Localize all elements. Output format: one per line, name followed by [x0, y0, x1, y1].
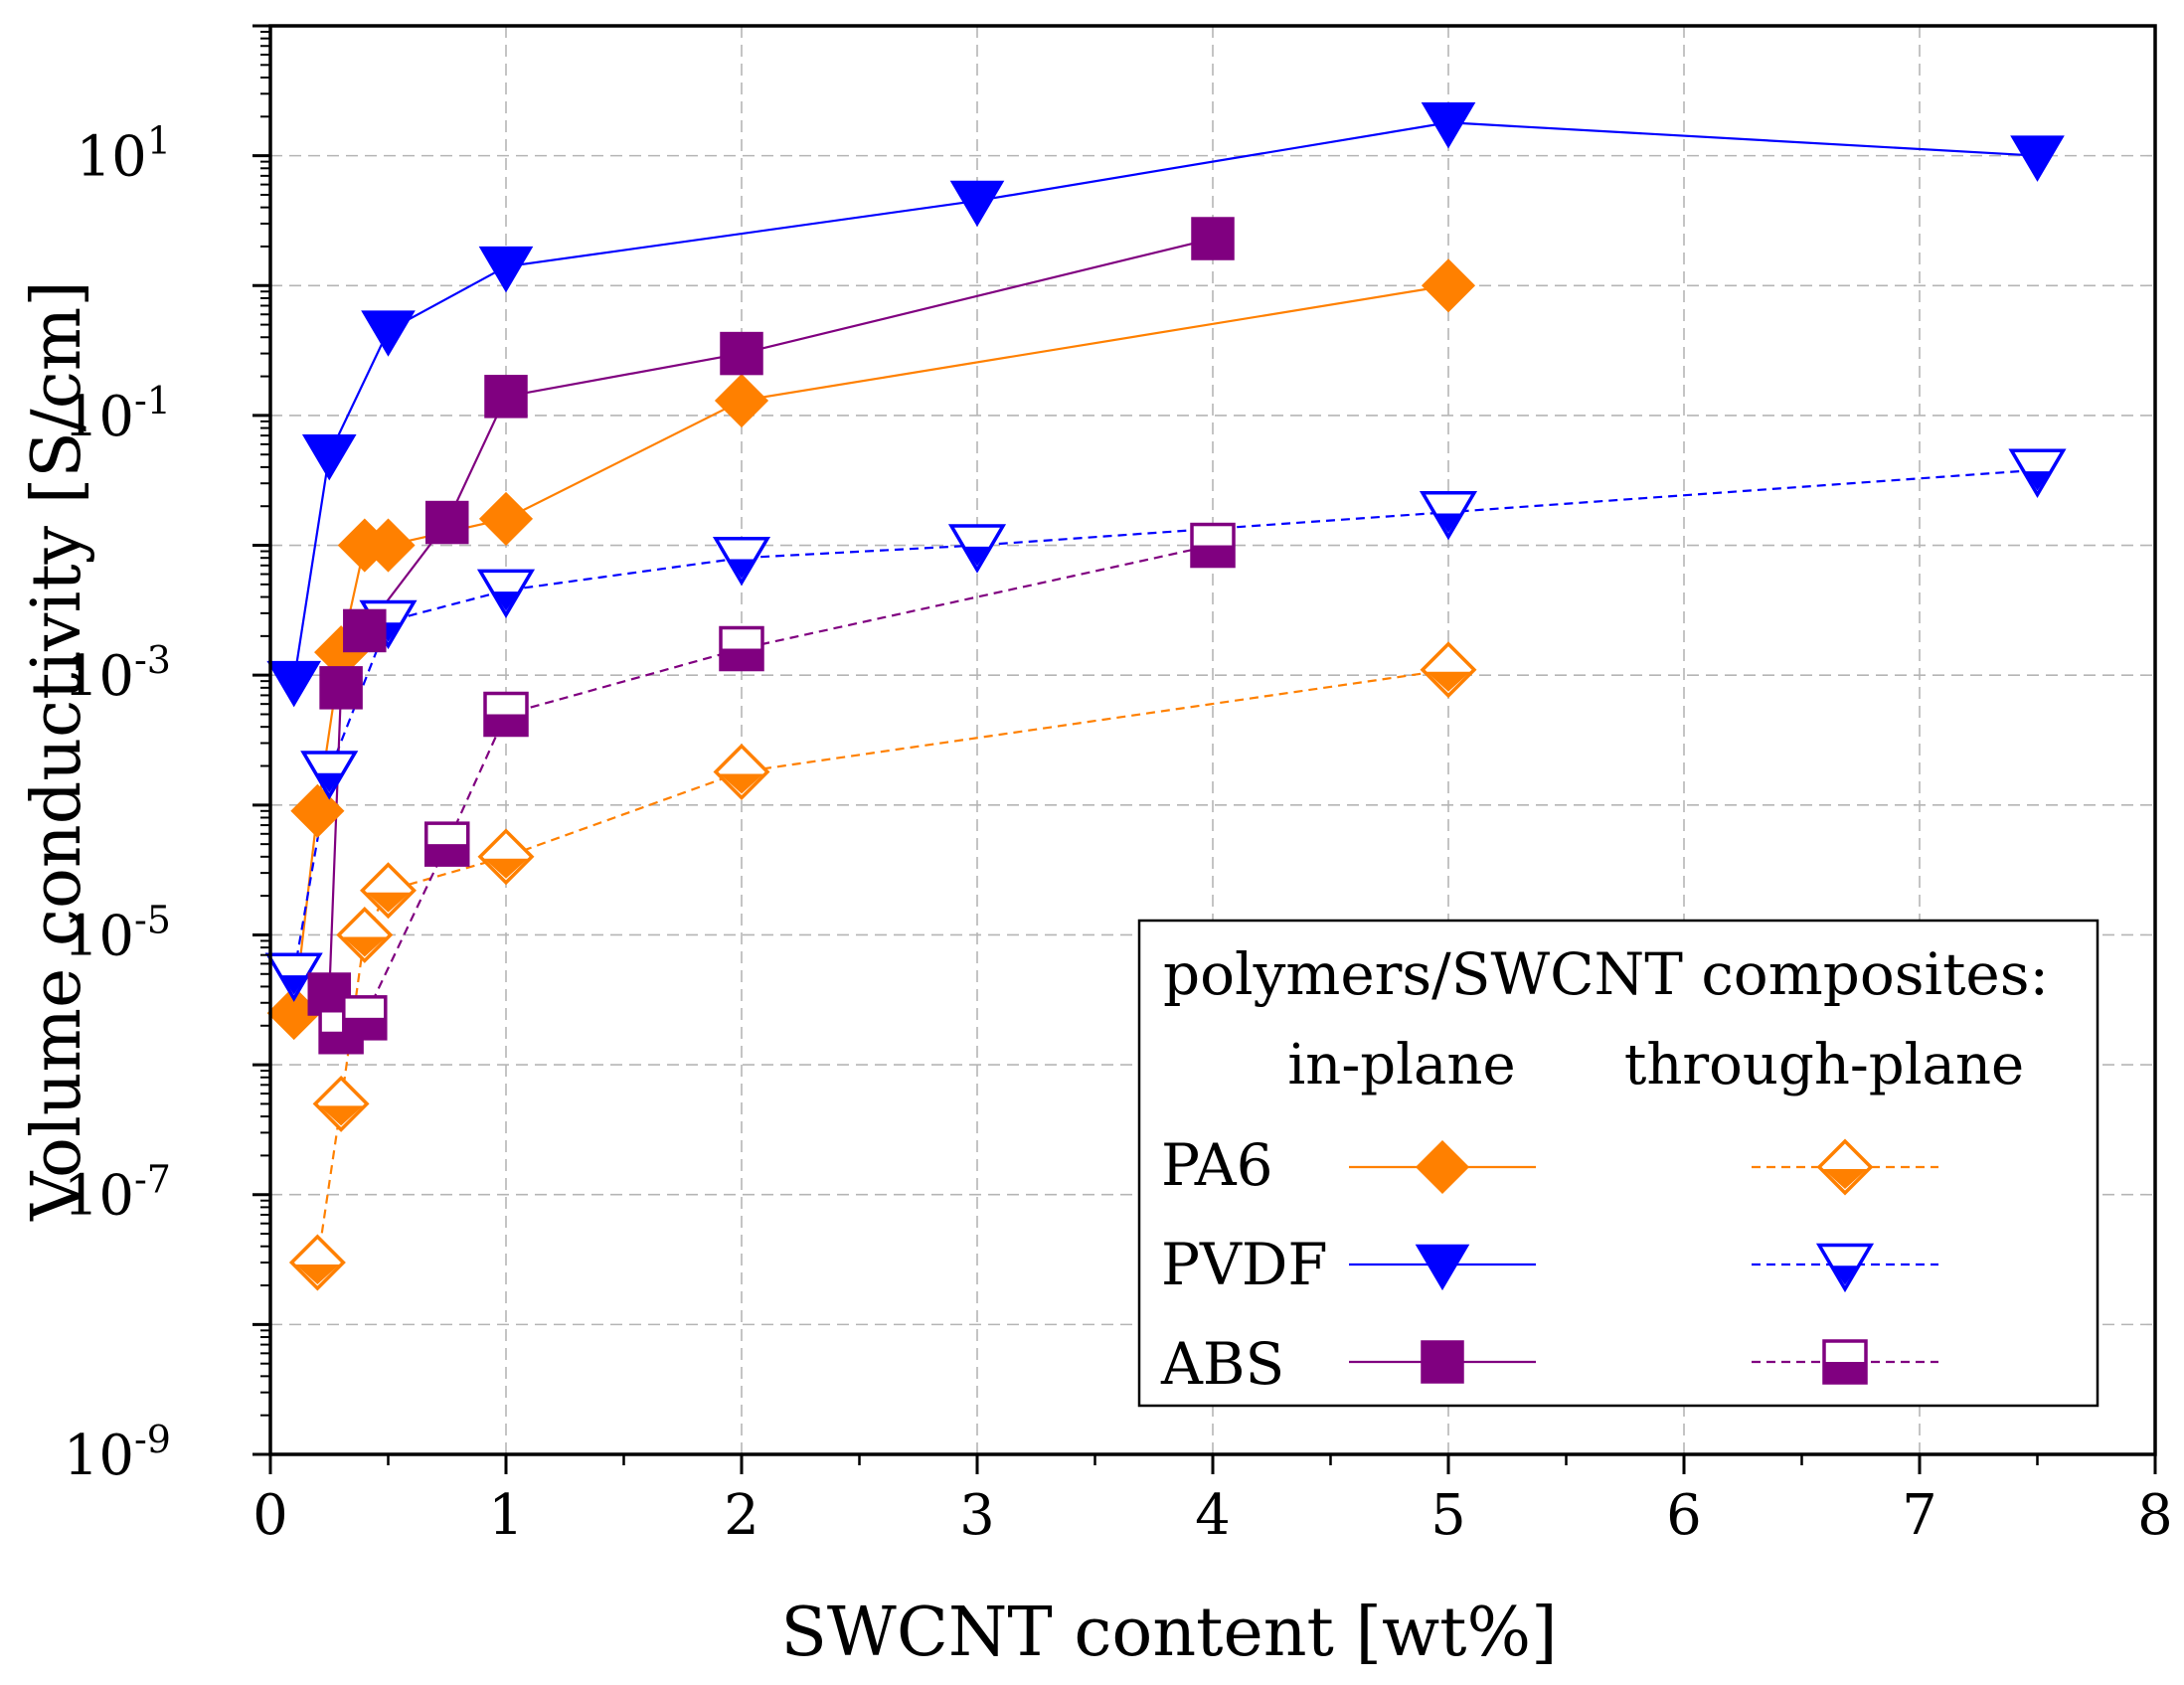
point-abs-in-plane [343, 608, 387, 653]
legend-title: polymers/SWCNT composites: [1163, 940, 2049, 1008]
point-pa6-through-plane-half [720, 773, 763, 794]
legend-row-pa6: PA6 [1161, 1131, 1273, 1199]
point-pvdf-through-plane-half [280, 975, 307, 995]
legend-col-through-plane: through-plane [1624, 1033, 2024, 1097]
x-tick-label: 7 [1902, 1483, 1937, 1548]
y-tick-label: 101 [77, 119, 171, 190]
axes: 0 1 2 3 4 5 6 7 8 10-9 10-7 10-5 10-3 10-1 101 [64, 24, 2173, 1548]
point-pa6-through-plane [477, 828, 535, 886]
point-pa6-through-plane [312, 1075, 370, 1132]
legend-frame [1137, 919, 2100, 1408]
legend-row-abs: ABS [1160, 1330, 1284, 1398]
point-pvdf-through-plane-half [2024, 471, 2051, 491]
point-abs-through-plane-half [425, 844, 468, 866]
x-tick-label: 3 [959, 1483, 995, 1548]
series-line-pa6-in-plane [292, 284, 1449, 1014]
legend-col-in-plane: in-plane [1287, 1033, 1515, 1097]
y-tick-label: 10-1 [64, 379, 171, 449]
y-tick-label: 10-5 [64, 898, 171, 968]
x-tick-label: 8 [2137, 1483, 2173, 1548]
point-pvdf-in-plane [361, 310, 416, 357]
x-tick-label: 6 [1666, 1483, 1702, 1548]
point-pa6-through-plane [360, 862, 417, 920]
point-pa6-through-plane-half [484, 858, 528, 879]
point-pa6-in-plane [478, 491, 534, 546]
legend-samples [1349, 1138, 1938, 1385]
point-pa6-in-plane [290, 783, 345, 838]
series-markers [264, 102, 2067, 1291]
point-pvdf-in-plane [301, 433, 357, 481]
legend-marker-in-pa6 [1415, 1139, 1470, 1195]
point-pvdf-through-plane-half [1435, 513, 1461, 533]
point-pa6-through-plane [336, 906, 394, 963]
point-abs-through-plane-half [721, 648, 762, 670]
point-pa6-through-plane-half [295, 1264, 340, 1285]
legend-marker-through-pa6-half [1823, 1169, 1867, 1189]
y-axis-title: Volume conductivity [S/cm] [18, 280, 96, 1222]
y-tick-label: 10-3 [64, 638, 171, 709]
point-pvdf-through-plane-half [493, 591, 519, 611]
point-pa6-through-plane-half [342, 936, 387, 957]
point-pa6-in-plane [361, 518, 416, 573]
y-tick-label: 10-7 [64, 1158, 171, 1229]
point-abs-in-plane [720, 331, 763, 376]
point-pa6-in-plane [714, 373, 769, 428]
legend-marker-in-abs [1421, 1340, 1464, 1384]
point-pvdf-in-plane [266, 660, 322, 708]
point-abs-in-plane [319, 666, 363, 710]
legend-row-pvdf: PVDF [1161, 1231, 1328, 1298]
x-axis-title: SWCNT content [wt%] [780, 1594, 1557, 1672]
x-tick-label: 1 [488, 1483, 524, 1548]
x-tick-label: 5 [1430, 1483, 1466, 1548]
point-pvdf-in-plane [949, 180, 1005, 228]
point-pa6-in-plane [1421, 258, 1476, 313]
legend-marker-through-pvdf-half [1832, 1265, 1858, 1285]
series-line-abs-through-plane [340, 544, 1214, 1033]
point-pa6-through-plane [713, 743, 770, 800]
point-abs-in-plane [484, 375, 528, 419]
point-pa6-through-plane-half [319, 1105, 364, 1126]
x-tick-label: 4 [1195, 1483, 1231, 1548]
point-abs-through-plane-half [343, 1017, 386, 1039]
legend-marker-through-abs-half [1824, 1362, 1866, 1383]
point-pvdf-through-plane-half [729, 559, 755, 580]
point-pvdf-through-plane-half [964, 546, 990, 567]
point-pa6-through-plane-half [1427, 671, 1470, 692]
x-tick-label: 0 [252, 1483, 288, 1548]
point-pa6-through-plane-half [366, 892, 411, 913]
point-abs-in-plane [425, 500, 469, 545]
legend-marker-in-pvdf [1415, 1244, 1470, 1291]
point-pvdf-in-plane [2010, 135, 2065, 182]
legend: polymers/SWCNT composites: in-plane thro… [1137, 919, 2100, 1408]
series-line-abs-in-plane [328, 237, 1214, 995]
point-pa6-through-plane [1420, 641, 1477, 699]
series-line-pvdf-in-plane [292, 121, 2038, 682]
point-abs-through-plane-half [1192, 545, 1234, 567]
legend-marker-through-pa6 [1816, 1138, 1874, 1196]
x-tick-label: 2 [724, 1483, 759, 1548]
point-abs-through-plane-half [485, 714, 527, 736]
point-pvdf-in-plane [478, 246, 534, 293]
point-pvdf-in-plane [1421, 102, 1476, 149]
point-pvdf-through-plane-half [316, 772, 343, 793]
point-pa6-through-plane [288, 1234, 346, 1291]
point-abs-in-plane [1191, 217, 1235, 260]
y-tick-label: 10-9 [64, 1418, 171, 1488]
